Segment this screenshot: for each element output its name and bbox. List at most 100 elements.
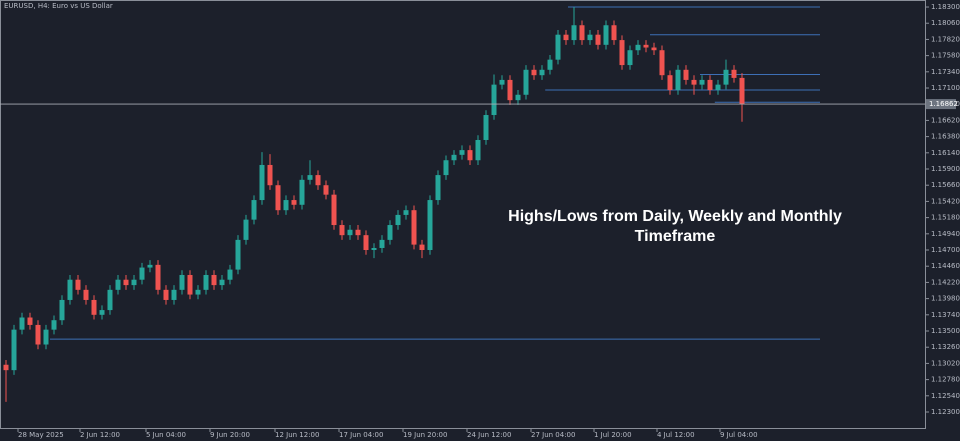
candle-body bbox=[83, 289, 89, 300]
x-tick-label: 19 Jun 20:00 bbox=[403, 431, 447, 439]
x-tick-label: 24 Jun 12:00 bbox=[467, 431, 511, 439]
candle-body bbox=[59, 299, 65, 321]
x-tick-label: 17 Jun 04:00 bbox=[339, 431, 383, 439]
candle-body bbox=[155, 264, 161, 290]
y-tick-label: 1.13260 bbox=[931, 343, 960, 351]
candle-body bbox=[403, 210, 409, 215]
candle-body bbox=[523, 69, 529, 95]
candle-body bbox=[323, 185, 329, 195]
y-tick-label: 1.16140 bbox=[931, 149, 960, 157]
candle-body bbox=[163, 289, 169, 300]
y-tick-label: 1.18060 bbox=[931, 19, 960, 27]
current-price-label: 1.16862 bbox=[929, 100, 958, 108]
candle-body bbox=[75, 279, 81, 290]
candle-body bbox=[355, 229, 361, 236]
candle-body bbox=[395, 214, 401, 226]
candle-body bbox=[67, 279, 73, 300]
candle-body bbox=[715, 84, 721, 91]
candle-body bbox=[99, 310, 105, 315]
x-tick-label: 2 Jun 12:00 bbox=[80, 431, 120, 439]
candle-body bbox=[627, 50, 633, 66]
candle-body bbox=[643, 44, 649, 48]
y-tick-label: 1.14460 bbox=[931, 262, 960, 270]
candle-body bbox=[235, 239, 241, 270]
candle-body bbox=[187, 274, 193, 295]
candle-body bbox=[587, 34, 593, 41]
candle-body bbox=[475, 139, 481, 161]
candle-body bbox=[267, 164, 273, 186]
y-tick-label: 1.12300 bbox=[931, 408, 960, 416]
candle-body bbox=[659, 50, 665, 76]
candle-body bbox=[179, 274, 185, 290]
candle-body bbox=[507, 79, 513, 101]
candle-body bbox=[291, 200, 297, 205]
x-tick-label: 28 May 2025 bbox=[18, 431, 64, 439]
y-tick-label: 1.17340 bbox=[931, 68, 960, 76]
y-tick-label: 1.15660 bbox=[931, 181, 960, 189]
y-tick-label: 1.17820 bbox=[931, 35, 960, 43]
candle-body bbox=[243, 219, 249, 240]
plot-frame bbox=[0, 0, 926, 429]
candle-body bbox=[411, 210, 417, 245]
candle-body bbox=[731, 69, 737, 78]
candle-body bbox=[363, 235, 369, 251]
candle-body bbox=[171, 289, 177, 300]
candle-body bbox=[27, 317, 33, 325]
current-price-tag bbox=[926, 99, 956, 110]
x-tick-label: 4 Jul 12:00 bbox=[657, 431, 695, 439]
candle-body bbox=[347, 229, 353, 236]
x-tick-label: 27 Jun 04:00 bbox=[531, 431, 575, 439]
y-tick-label: 1.15180 bbox=[931, 214, 960, 222]
candle-body bbox=[123, 279, 129, 286]
candle-body bbox=[547, 59, 553, 70]
candle-body bbox=[35, 324, 41, 345]
y-tick-label: 1.17580 bbox=[931, 52, 960, 60]
candle-body bbox=[459, 150, 465, 155]
candle-body bbox=[595, 34, 601, 45]
candle-body bbox=[579, 25, 585, 41]
candle-body bbox=[107, 289, 113, 311]
candle-body bbox=[251, 200, 257, 220]
y-tick-label: 1.15420 bbox=[931, 197, 960, 205]
candle-body bbox=[131, 279, 137, 286]
candle-body bbox=[563, 34, 569, 41]
y-tick-label: 1.14940 bbox=[931, 230, 960, 238]
x-tick-label: 1 Jul 20:00 bbox=[594, 431, 632, 439]
candle-body bbox=[483, 115, 489, 140]
candle-body bbox=[667, 75, 673, 91]
y-tick-label: 1.13740 bbox=[931, 311, 960, 319]
candle-body bbox=[227, 269, 233, 280]
y-tick-label: 1.17100 bbox=[931, 84, 960, 92]
candle-body bbox=[539, 69, 545, 76]
candle-body bbox=[651, 47, 657, 51]
candle-body bbox=[51, 320, 57, 330]
candle-body bbox=[619, 40, 625, 66]
x-tick-label: 9 Jul 04:00 bbox=[720, 431, 758, 439]
candle-body bbox=[467, 150, 473, 161]
y-tick-label: 1.14220 bbox=[931, 278, 960, 286]
candle-body bbox=[339, 225, 345, 236]
candle-body bbox=[427, 200, 433, 251]
candle-body bbox=[603, 25, 609, 45]
y-tick-label: 1.14700 bbox=[931, 246, 960, 254]
candle-body bbox=[691, 79, 697, 85]
candle-body bbox=[443, 160, 449, 176]
candle-body bbox=[451, 154, 457, 161]
candle-body bbox=[571, 25, 577, 41]
candle-body bbox=[611, 25, 617, 41]
candle-body bbox=[299, 179, 305, 205]
candle-body bbox=[139, 267, 145, 280]
y-tick-label: 1.12540 bbox=[931, 392, 960, 400]
candle-body bbox=[203, 274, 209, 290]
candle-body bbox=[19, 317, 25, 330]
x-tick-label: 5 Jun 04:00 bbox=[146, 431, 186, 439]
x-tick-label: 12 Jun 12:00 bbox=[275, 431, 319, 439]
candle-body bbox=[739, 77, 745, 105]
candle-body bbox=[531, 69, 537, 76]
candle-body bbox=[499, 79, 505, 85]
candle-body bbox=[331, 194, 337, 226]
candle-body bbox=[723, 69, 729, 85]
candle-body bbox=[555, 34, 561, 60]
y-tick-label: 1.13020 bbox=[931, 359, 960, 367]
y-tick-label: 1.18300 bbox=[931, 3, 960, 11]
